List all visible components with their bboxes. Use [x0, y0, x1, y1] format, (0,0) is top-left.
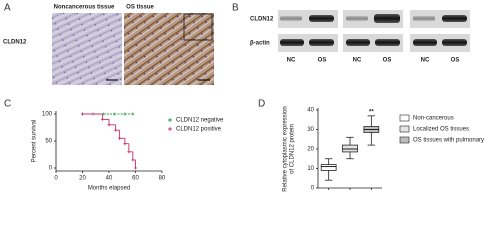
censor-mark	[131, 112, 135, 116]
y-axis-label: of CLDN12 protein	[290, 124, 296, 174]
blot	[278, 10, 470, 52]
legend-label: Non-cancerous	[413, 116, 454, 122]
lane-label: NC	[353, 58, 362, 64]
annotation: **	[369, 110, 374, 116]
x-tick-label: 60	[132, 176, 139, 182]
legend-label: Localized OS tissues	[413, 127, 469, 133]
row-label: CLDN12	[250, 17, 274, 23]
survival-step	[119, 130, 125, 139]
column-label: Noncancerous tissue	[54, 5, 115, 11]
survival-step	[108, 119, 116, 126]
x-tick-label: 0	[54, 176, 58, 182]
y-tick-label: 100	[42, 112, 53, 118]
censor-mark	[81, 112, 84, 116]
legend-swatch	[399, 125, 410, 133]
panel-a: A Noncancerous tissue OS tissue CLDN12	[3, 3, 214, 85]
y-axis-label: Relative cytoplasmic expression	[283, 106, 289, 191]
lane-label: OS	[383, 58, 392, 64]
panel-label: C	[4, 99, 11, 110]
panel-b: B CLDN12 β-actin	[232, 3, 470, 52]
censor-mark	[134, 166, 137, 170]
column-label: OS tissue	[126, 5, 154, 11]
censor-mark	[112, 112, 116, 116]
lane-label: OS	[451, 58, 460, 64]
y-tick-label: 40	[307, 108, 314, 114]
inset-box	[183, 13, 213, 41]
y-axis-label: Percent survival	[32, 120, 38, 163]
legend-swatch	[399, 114, 410, 122]
legend-symbol	[168, 127, 172, 131]
panel-label: B	[232, 3, 239, 14]
box	[320, 164, 337, 171]
lane-label: OS	[318, 58, 327, 64]
panel-label: D	[258, 99, 265, 110]
x-axis-label: Months elapsed	[88, 186, 130, 192]
censor-mark	[123, 142, 127, 146]
y-tick-label: 20	[307, 147, 314, 153]
y-tick-label: 50	[45, 139, 52, 145]
survival-step	[124, 138, 129, 145]
panel-label: A	[4, 3, 11, 14]
y-tick-label: 30	[307, 127, 314, 133]
censor-mark	[118, 136, 122, 140]
y-tick-label: 0	[311, 186, 315, 192]
legend-symbol	[168, 118, 172, 122]
legend-label: CLDN12 positive	[176, 127, 222, 133]
x-tick-label: 80	[159, 176, 166, 182]
tissue-image	[124, 13, 214, 85]
censor-mark	[123, 112, 127, 116]
lane-label: NC	[287, 58, 296, 64]
survival-step	[128, 143, 133, 153]
y-tick-label: 0	[49, 166, 53, 172]
legend-label: CLDN12 negative	[176, 118, 224, 124]
censor-mark	[114, 128, 118, 132]
figure: A Noncancerous tissue OS tissue CLDN12 B…	[3, 3, 484, 192]
x-tick-label: 20	[79, 176, 86, 182]
censor-mark	[107, 123, 111, 127]
legend-swatch	[399, 136, 410, 144]
censor-mark	[131, 158, 135, 162]
y-tick-label: 10	[307, 166, 314, 172]
row-label: β-actin	[250, 41, 270, 47]
legend-label: OS tissues with pulmonary	[413, 138, 484, 144]
tissue-image	[52, 13, 122, 85]
row-label: CLDN12	[3, 40, 27, 46]
lane-label: NC	[421, 58, 430, 64]
censor-mark	[127, 150, 131, 154]
survival-step	[115, 124, 120, 131]
x-tick-label: 40	[106, 176, 113, 182]
censor-mark	[100, 117, 104, 121]
